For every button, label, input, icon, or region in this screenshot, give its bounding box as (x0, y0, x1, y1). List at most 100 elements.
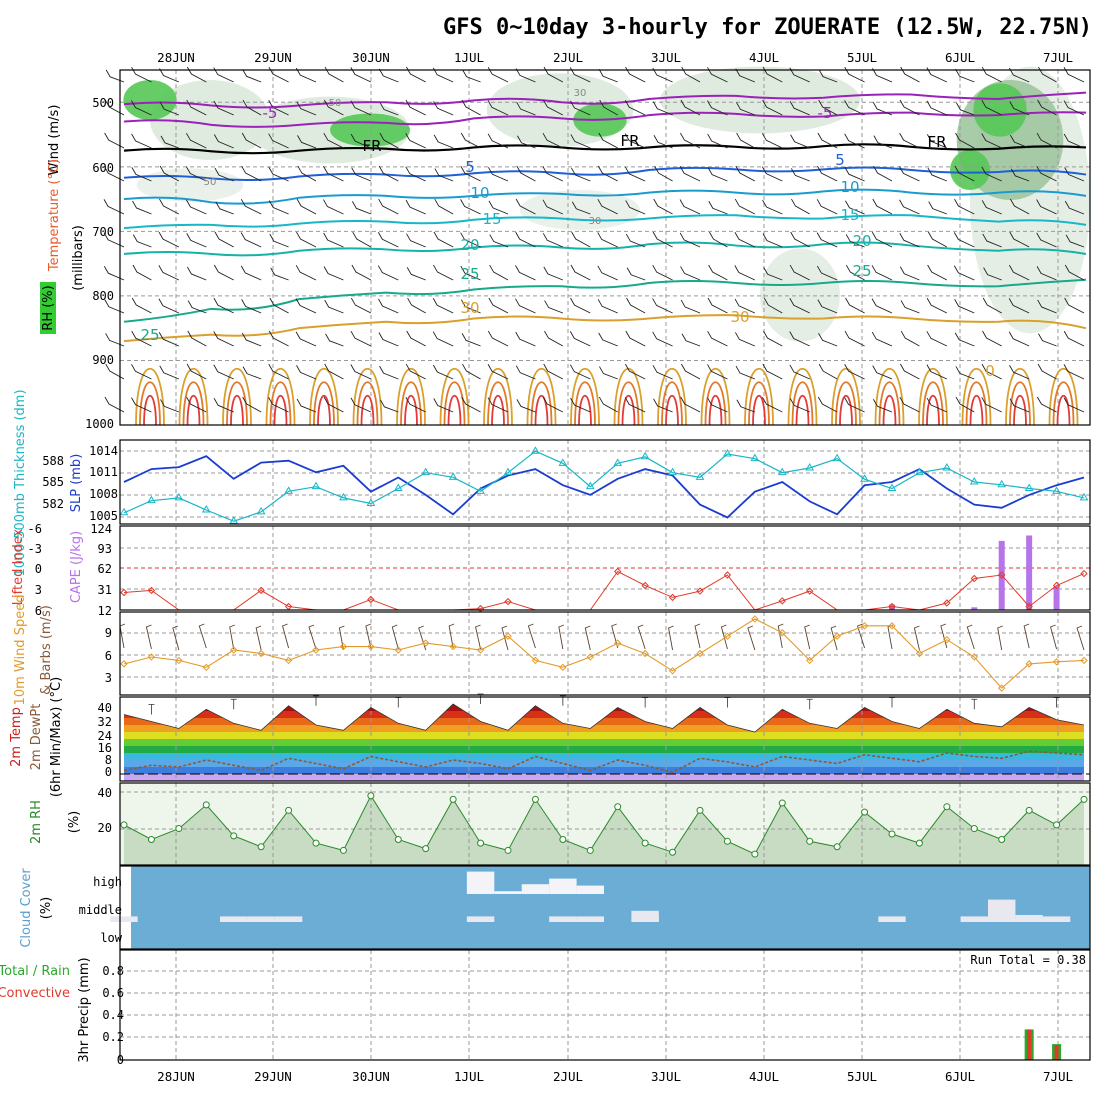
y-tick: 0.8 (102, 964, 124, 978)
wind-barb (625, 200, 646, 215)
wind-barb (131, 133, 152, 149)
wind-barb-10m (255, 625, 262, 651)
left-tick: 585 (42, 475, 64, 489)
rh-point (147, 835, 155, 843)
convective-loop (574, 381, 596, 426)
convective-loop (657, 367, 687, 426)
wind-speed-point (449, 642, 457, 651)
wind-barb (735, 365, 756, 380)
wind-barb-10m (668, 625, 674, 651)
wind-barb (844, 166, 865, 182)
wind-barb (160, 399, 180, 413)
thickness-point (311, 481, 321, 490)
y-label-cape: CAPE (J/kg) (69, 531, 84, 603)
wind-barb (653, 135, 673, 149)
left-tick: 3 (35, 583, 42, 597)
wind-barb (899, 199, 920, 215)
wind-speed-point (915, 649, 924, 658)
wind-barb (405, 99, 426, 116)
wind-speed-point (339, 642, 348, 651)
wind-barb (542, 166, 564, 182)
wind-barb (296, 198, 317, 215)
thickness-point (750, 453, 760, 462)
wind-barb (213, 100, 234, 116)
wind-barb (158, 231, 180, 248)
wind-barb (1036, 232, 1057, 248)
rh-line (123, 794, 1085, 855)
wind-barb (762, 99, 783, 116)
top-x-axis: 28JUN 29JUN 30JUN 1JUL 2JUL 3JUL 4JUL 5J… (157, 50, 1073, 65)
x-tick-bottom: 4JUL (749, 1069, 779, 1084)
contour-label: 5 (835, 151, 845, 169)
convective-loop (400, 381, 422, 426)
y-label-wind: Wind (m/s) (47, 105, 62, 176)
wind-barb (789, 364, 810, 380)
wind-barb (927, 231, 948, 248)
y-tick: 16 (98, 741, 112, 755)
wind-barb (213, 397, 234, 413)
wind-barb-10m (747, 625, 756, 651)
wind-barb (543, 99, 564, 116)
wind-barb (899, 132, 920, 149)
rh-point (422, 845, 430, 853)
wind-barb (377, 232, 399, 248)
wind-speed-point (202, 663, 210, 672)
cloud-bar (988, 916, 1016, 922)
wind-barb (242, 99, 262, 116)
minmax-whisker (230, 698, 237, 710)
wind-barb-10m (172, 625, 180, 651)
slp-axis: 588 585 582 1014 1011 1008 1005 1000-500… (13, 389, 118, 576)
wind-barb (434, 198, 454, 215)
thickness-point (174, 492, 184, 501)
wind-barb (488, 297, 509, 314)
wind-barb (816, 199, 838, 215)
rh-point (504, 846, 512, 854)
wind-barb (132, 234, 152, 248)
wind-barb (707, 100, 728, 116)
wind-barb (598, 332, 618, 347)
wind-barb (679, 199, 701, 215)
rh-point (669, 848, 677, 856)
wind-barb (1064, 297, 1085, 314)
thickness-point (229, 516, 239, 524)
upper-air-axis: 500 600 700 800 900 1000 Wind (m/s) Temp… (40, 96, 114, 431)
x-tick-bottom: 2JUL (553, 1069, 583, 1084)
convective-loop (182, 381, 205, 426)
wind-barb (295, 264, 317, 281)
lifted-index-point (367, 595, 375, 604)
wind-barb (105, 363, 125, 380)
contour-label: FR (927, 133, 946, 151)
wind-barb (900, 300, 920, 314)
thickness-point (585, 481, 595, 490)
cloud-bar (878, 916, 906, 922)
thickness-point (969, 477, 979, 485)
wind-barb (900, 66, 920, 83)
rh-point (888, 830, 896, 838)
wind-barb (489, 234, 509, 248)
wind-barb (159, 101, 180, 116)
wind-barb (460, 232, 481, 248)
convective-loop (1013, 394, 1027, 426)
wind-barb (1008, 264, 1030, 281)
wind-barb (927, 167, 948, 182)
x-tick-bottom: 5JUL (847, 1069, 877, 1084)
wind-barb (488, 167, 509, 182)
right-tick: 1011 (89, 465, 118, 479)
wind-barb (515, 265, 536, 281)
cloud-bar (1042, 916, 1071, 922)
contour-label: 20 (852, 232, 871, 250)
cloud-bar (960, 916, 988, 922)
wind-barb (735, 68, 756, 83)
thickness-point (393, 483, 403, 492)
wind-barb-10m (611, 623, 619, 649)
wind-barb (213, 297, 234, 314)
lifted-index-line (123, 570, 1085, 611)
wind-barb (213, 364, 234, 380)
wind-barb (323, 266, 344, 281)
thickness-point (887, 483, 897, 492)
li-cape-panel (120, 526, 1090, 613)
wind-speed-point (806, 656, 814, 665)
wind-barb (215, 201, 234, 215)
convective-loop (922, 381, 944, 426)
